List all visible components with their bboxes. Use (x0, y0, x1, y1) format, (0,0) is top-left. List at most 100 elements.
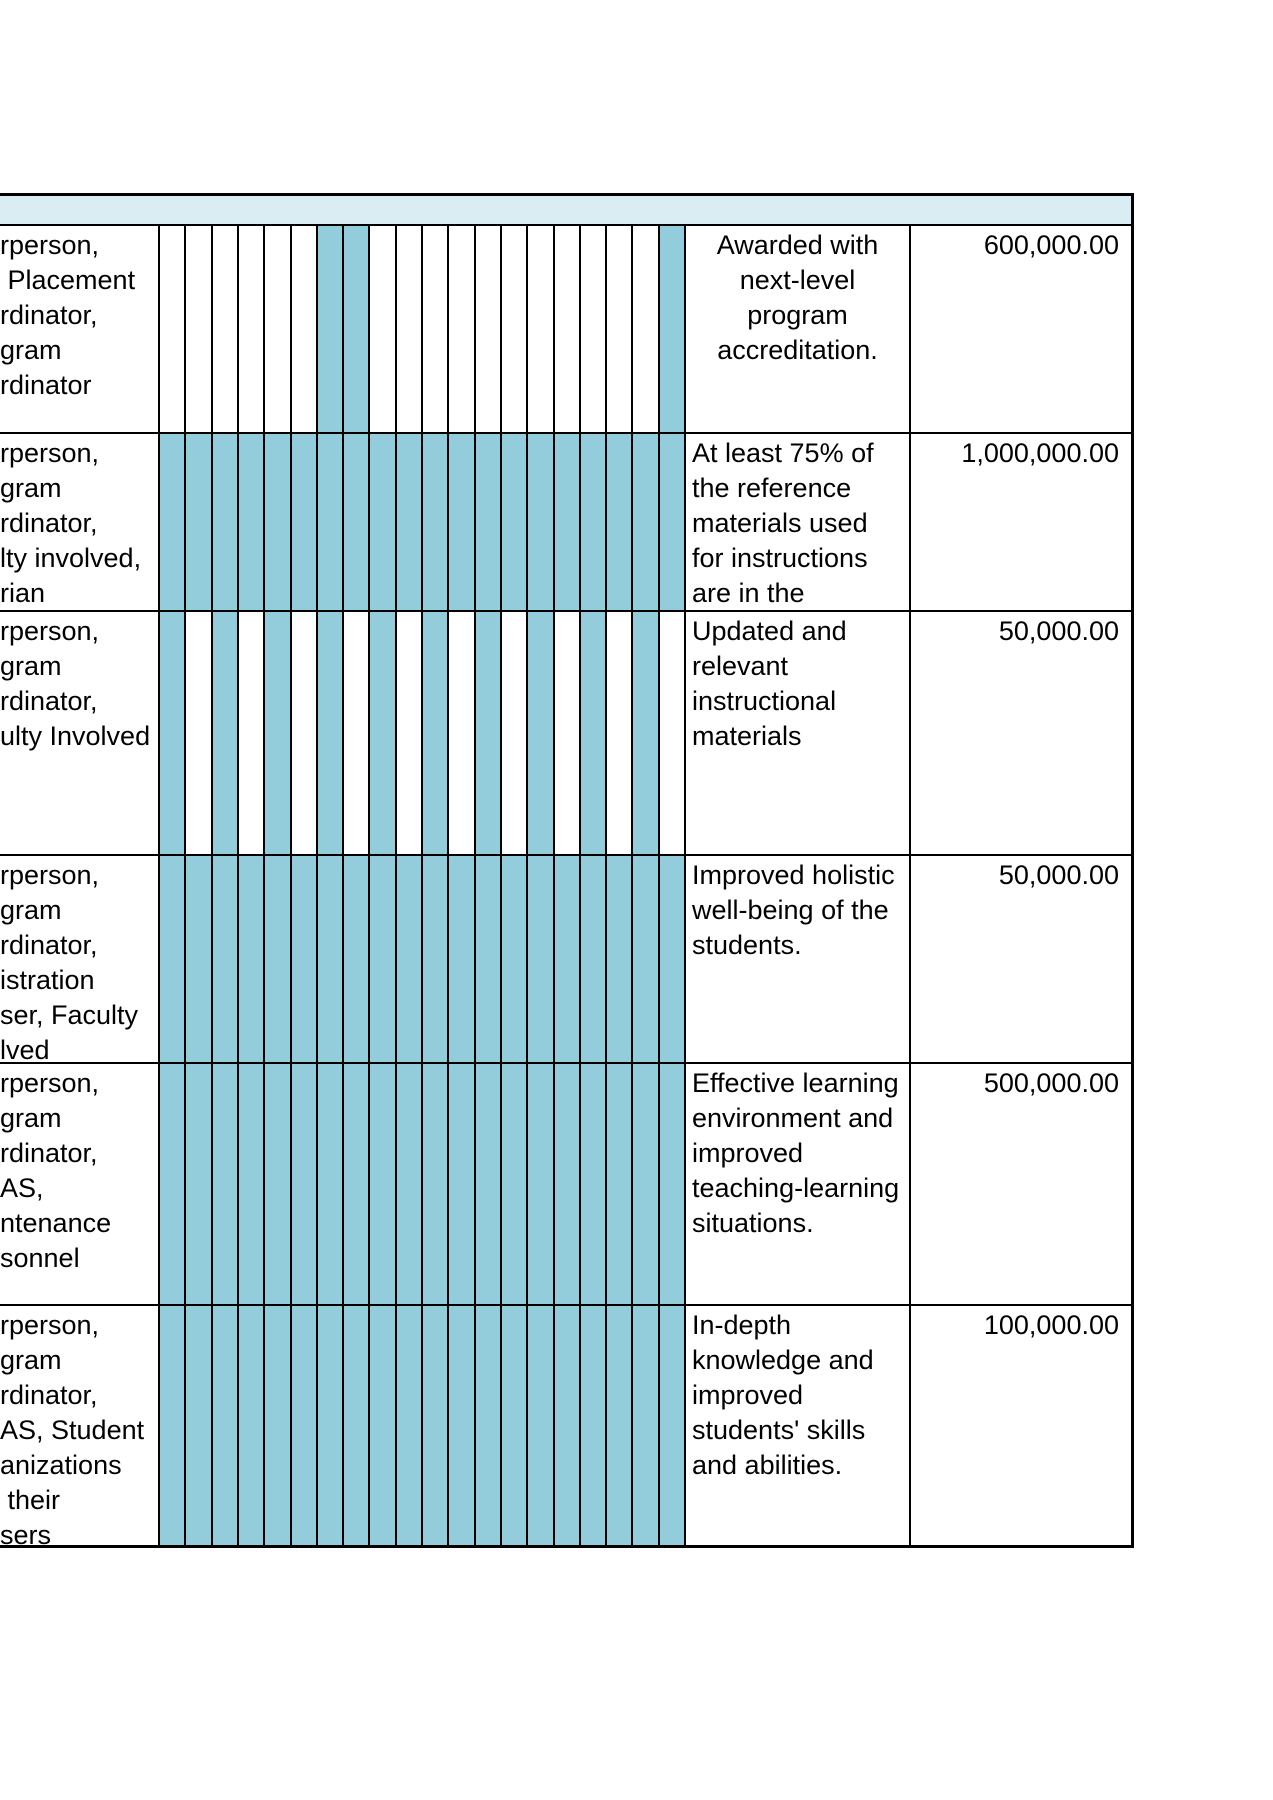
timeline-cell-shaded (476, 434, 502, 612)
timeline-cell-shaded (502, 1306, 528, 1548)
table-row: rperson, gram rdinator, lty involved, ri… (0, 434, 1134, 612)
timeline-cell-shaded (370, 434, 397, 612)
responsible-cell: rperson, gram rdinator, istration ser, F… (0, 856, 160, 1064)
timeline-cell-shaded (265, 612, 292, 856)
timeline-cell-shaded (449, 1306, 476, 1548)
timeline-cell-shaded (476, 1306, 502, 1548)
timeline-cell-shaded (344, 1064, 370, 1306)
timeline-cell-shaded (213, 856, 239, 1064)
timeline-cell-shaded (449, 1064, 476, 1306)
budget-cell: 600,000.00 (911, 226, 1134, 434)
timeline-cell-empty (186, 226, 213, 434)
budget-cell: 500,000.00 (911, 1064, 1134, 1306)
expected-outcome-cell: Awarded with next-level program accredit… (686, 226, 911, 434)
timeline-cell-empty (423, 226, 449, 434)
timeline-cell-shaded (318, 1064, 344, 1306)
timeline-cell-empty (555, 612, 581, 856)
responsible-cell: rperson, gram rdinator, ulty Involved (0, 612, 160, 856)
timeline-cell-shaded (292, 1306, 318, 1548)
timeline-cell-shaded (423, 612, 449, 856)
timeline-cell-shaded (239, 1064, 265, 1306)
timeline-cell-shaded (660, 434, 686, 612)
timeline-cell-shaded (581, 1064, 607, 1306)
timeline-cell-shaded (370, 1064, 397, 1306)
timeline-cell-empty (239, 612, 265, 856)
budget-cell: 1,000,000.00 (911, 434, 1134, 612)
budget-cell: 100,000.00 (911, 1306, 1134, 1548)
timeline-cell-shaded (370, 612, 397, 856)
timeline-cell-empty (502, 612, 528, 856)
expected-outcome-cell: Improved holistic well-being of the stud… (686, 856, 911, 1064)
timeline-cell-shaded (502, 1064, 528, 1306)
timeline-cell-shaded (449, 856, 476, 1064)
timeline-cell-empty (292, 226, 318, 434)
timeline-cell-shaded (555, 434, 581, 612)
timeline-cell-shaded (239, 1306, 265, 1548)
timeline-cell-shaded (344, 1306, 370, 1548)
table-row: rperson, gram rdinator, ulty Involved Upd… (0, 612, 1134, 856)
timeline-cell-shaded (528, 434, 555, 612)
section-header-band (0, 193, 1134, 226)
timeline-cell-shaded (397, 434, 423, 612)
timeline-cell-shaded (265, 856, 292, 1064)
timeline-cell-shaded (633, 1064, 660, 1306)
timeline-cell-shaded (581, 612, 607, 856)
timeline-cell-shaded (581, 434, 607, 612)
timeline-cell-shaded (423, 856, 449, 1064)
table-row: rperson, Placement rdinator, gram rdinat… (0, 226, 1134, 434)
timeline-cell-shaded (555, 856, 581, 1064)
expected-outcome-cell: Effective learning environment and impro… (686, 1064, 911, 1306)
timeline-cell-empty (555, 226, 581, 434)
timeline-cell-shaded (449, 434, 476, 612)
timeline-cell-shaded (607, 434, 633, 612)
timeline-cell-shaded (528, 612, 555, 856)
timeline-cell-shaded (607, 1064, 633, 1306)
timeline-cell-shaded (555, 1064, 581, 1306)
timeline-cell-shaded (633, 612, 660, 856)
timeline-cell-shaded (160, 1306, 186, 1548)
timeline-cell-empty (660, 612, 686, 856)
timeline-cell-empty (186, 612, 213, 856)
timeline-cell-shaded (344, 226, 370, 434)
expected-outcome-cell: In-depth knowledge and improved students… (686, 1306, 911, 1548)
timeline-cell-empty (502, 226, 528, 434)
timeline-cell-empty (528, 226, 555, 434)
timeline-cell-empty (344, 612, 370, 856)
timeline-cell-empty (607, 612, 633, 856)
expected-outcome-cell: Updated and relevant instructional mater… (686, 612, 911, 856)
timeline-cell-empty (370, 226, 397, 434)
timeline-cell-shaded (186, 1306, 213, 1548)
timeline-cell-shaded (633, 856, 660, 1064)
timeline-cell-shaded (607, 1306, 633, 1548)
timeline-cell-shaded (423, 1064, 449, 1306)
timeline-cell-shaded (555, 1306, 581, 1548)
timeline-cell-shaded (213, 612, 239, 856)
timeline-cell-empty (581, 226, 607, 434)
timeline-cell-shaded (476, 1064, 502, 1306)
timeline-cell-shaded (160, 856, 186, 1064)
timeline-cell-shaded (423, 434, 449, 612)
timeline-cell-shaded (528, 1306, 555, 1548)
timeline-cell-empty (397, 226, 423, 434)
timeline-cell-shaded (160, 434, 186, 612)
timeline-cell-shaded (660, 1064, 686, 1306)
timeline-cell-shaded (476, 612, 502, 856)
timeline-cell-shaded (186, 434, 213, 612)
timeline-cell-shaded (370, 856, 397, 1064)
timeline-cell-shaded (318, 226, 344, 434)
timeline-cell-empty (213, 226, 239, 434)
timeline-cell-shaded (265, 1064, 292, 1306)
timeline-cell-empty (607, 226, 633, 434)
timeline-cell-shaded (265, 1306, 292, 1548)
timeline-cell-shaded (186, 856, 213, 1064)
timeline-cell-shaded (160, 1064, 186, 1306)
timeline-cell-empty (449, 612, 476, 856)
timeline-cell-shaded (581, 1306, 607, 1548)
table-row: rperson, gram rdinator, istration ser, F… (0, 856, 1134, 1064)
timeline-cell-shaded (633, 434, 660, 612)
responsible-cell: rperson, gram rdinator, AS, Student aniz… (0, 1306, 160, 1548)
table-row: rperson, gram rdinator, AS, Student aniz… (0, 1306, 1134, 1548)
timeline-cell-shaded (423, 1306, 449, 1548)
timeline-cell-shaded (213, 1064, 239, 1306)
